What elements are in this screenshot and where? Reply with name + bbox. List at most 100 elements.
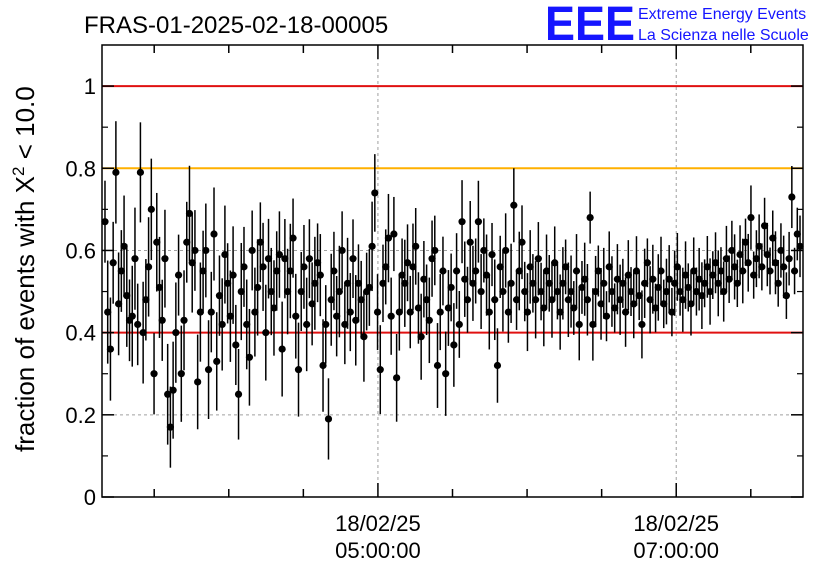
data-point — [349, 255, 357, 263]
data-point — [155, 283, 164, 292]
data-point — [254, 283, 262, 292]
data-point — [605, 263, 613, 271]
data-point — [630, 300, 638, 308]
data-point — [283, 287, 292, 296]
data-point — [502, 246, 510, 255]
logo-line-2: La Scienza nelle Scuole — [638, 27, 809, 44]
data-point — [458, 218, 466, 226]
data-point — [313, 259, 322, 267]
data-point — [654, 283, 662, 292]
data-point — [202, 246, 210, 255]
data-point — [292, 312, 300, 320]
data-point — [401, 279, 409, 287]
data-point — [578, 283, 586, 292]
data-point — [395, 308, 403, 316]
data-point — [796, 242, 804, 250]
data-point — [120, 242, 128, 250]
data-point — [373, 308, 382, 316]
data-point — [319, 361, 327, 370]
data-point — [627, 287, 635, 296]
data-point — [488, 250, 496, 259]
data-point — [338, 246, 346, 255]
data-point — [172, 329, 180, 337]
data-point — [215, 292, 224, 300]
data-point — [131, 255, 139, 263]
data-point — [245, 353, 254, 361]
data-point — [406, 308, 414, 316]
data-point — [752, 255, 761, 263]
data-point — [196, 308, 204, 316]
data-point — [158, 316, 166, 324]
data-point — [109, 259, 117, 267]
data-point — [412, 242, 420, 250]
data-point — [739, 267, 747, 275]
data-point — [240, 263, 248, 271]
data-point — [515, 267, 523, 275]
data-point — [507, 279, 515, 287]
data-point — [444, 304, 453, 312]
data-point — [766, 267, 774, 275]
data-point — [183, 238, 191, 246]
data-point — [521, 287, 529, 296]
data-point — [785, 255, 793, 263]
data-point — [616, 296, 624, 304]
data-point — [621, 308, 630, 316]
data-point — [657, 267, 665, 275]
data-point — [725, 275, 733, 283]
data-point — [134, 320, 142, 329]
data-point — [793, 230, 801, 238]
data-point — [305, 255, 314, 263]
data-point — [335, 287, 343, 296]
data-point — [771, 259, 780, 267]
data-point — [164, 390, 172, 398]
data-point — [417, 333, 425, 341]
data-point — [777, 246, 785, 255]
data-point — [562, 263, 570, 271]
data-point — [218, 320, 226, 329]
data-point — [409, 263, 417, 271]
data-point — [747, 213, 755, 222]
data-point — [294, 366, 303, 374]
data-point — [703, 263, 711, 271]
data-point — [474, 218, 482, 226]
data-point — [229, 271, 237, 279]
data-point — [537, 287, 545, 296]
data-point — [673, 263, 681, 271]
data-point — [431, 246, 439, 255]
data-point — [608, 287, 616, 296]
data-point — [720, 287, 728, 296]
data-point — [510, 201, 518, 209]
data-point — [701, 279, 709, 287]
data-point — [635, 292, 643, 300]
data-point — [736, 250, 744, 259]
data-point — [330, 267, 338, 275]
data-point — [224, 279, 232, 287]
y-tick-label: 0 — [84, 485, 96, 510]
data-point — [232, 341, 240, 349]
data-point — [744, 259, 752, 267]
data-point — [755, 242, 763, 250]
data-point — [671, 279, 679, 287]
data-point — [769, 234, 777, 242]
data-point — [570, 304, 578, 312]
data-point — [393, 374, 401, 382]
data-point — [512, 296, 521, 304]
x-tick-label-time: 05:00:00 — [335, 538, 421, 563]
data-point — [101, 218, 109, 226]
data-point — [493, 361, 502, 370]
data-point — [463, 296, 472, 304]
data-point — [722, 255, 731, 263]
data-point — [763, 250, 771, 259]
data-point — [556, 308, 564, 316]
data-point — [643, 259, 651, 267]
data-point — [341, 320, 349, 329]
data-point — [564, 296, 572, 304]
data-point — [194, 378, 202, 386]
data-point — [262, 329, 270, 337]
data-point — [711, 259, 720, 267]
data-point — [191, 246, 199, 255]
data-point — [695, 275, 703, 283]
data-point — [382, 263, 390, 271]
data-point — [496, 263, 504, 271]
data-point — [324, 415, 333, 423]
